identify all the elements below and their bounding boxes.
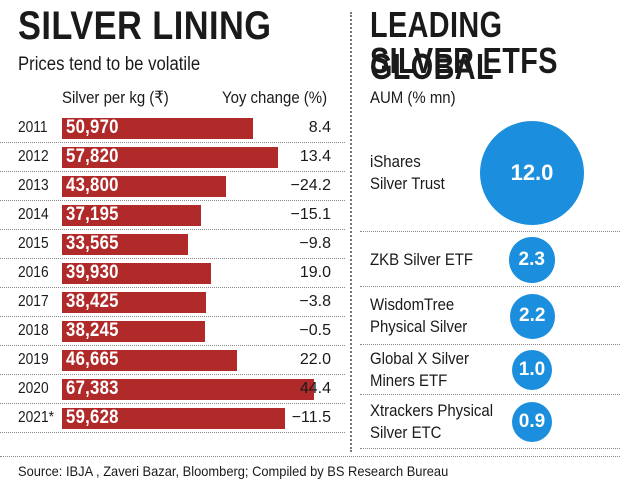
year-label: 2014	[18, 206, 49, 223]
price-bar	[62, 263, 211, 284]
table-row: 2019 46,665 22.0	[0, 346, 345, 375]
silver-price-bar-chart: 2011 50,970 8.4 2012 57,820 13.4 2013 43,800 −24…	[0, 114, 345, 433]
etf-name: WisdomTree Physical Silver	[370, 294, 467, 338]
year-label: 2019	[18, 351, 49, 368]
list-item: Xtrackers Physical Silver ETC 0.9	[360, 395, 620, 449]
price-value-label: 33,565	[66, 233, 119, 254]
year-label: 2016	[18, 264, 49, 281]
price-value-label: 43,800	[66, 175, 119, 196]
year-label: 2017	[18, 293, 49, 310]
left-chart-title: SILVER LINING	[18, 4, 272, 48]
right-chart-title-line2: SILVER ETFS	[370, 40, 558, 81]
yoy-value-label: 22.0	[299, 351, 331, 368]
price-value-label: 50,970	[66, 117, 119, 138]
etf-name-line: ZKB Silver ETF	[370, 250, 474, 269]
price-bar	[62, 379, 314, 400]
yoy-value-label: −11.5	[291, 409, 331, 426]
price-bar	[62, 176, 226, 197]
left-chart-subtitle: Prices tend to be volatile	[18, 54, 201, 75]
table-row: 2021* 59,628 −11.5	[0, 404, 345, 433]
etf-name-line: Silver ETC	[370, 423, 442, 442]
table-row: 2020 67,383 44.4	[0, 375, 345, 404]
etf-bubble-chart: iShares Silver Trust 12.0 ZKB Silver ETF 2.3…	[360, 114, 620, 449]
etf-name: Xtrackers Physical Silver ETC	[370, 400, 493, 444]
price-value-label: 46,665	[66, 349, 119, 370]
table-row: 2016 39,930 19.0	[0, 259, 345, 288]
price-bar	[62, 205, 201, 226]
table-row: 2014 37,195 −15.1	[0, 201, 345, 230]
price-bar	[62, 292, 206, 313]
aum-bubble: 1.0	[512, 350, 552, 390]
yoy-value-label: 13.4	[299, 148, 331, 165]
year-label: 2011	[18, 119, 48, 136]
aum-bubble: 0.9	[512, 402, 552, 442]
table-row: 2011 50,970 8.4	[0, 114, 345, 143]
yoy-value-label: 19.0	[299, 264, 331, 281]
yoy-value-label: 44.4	[299, 380, 331, 397]
yoy-value-label: −0.5	[299, 322, 331, 339]
price-value-label: 67,383	[66, 378, 119, 399]
panel-divider	[350, 12, 352, 452]
right-chart-title-line1: LEADING GLOBAL	[370, 4, 503, 87]
year-label: 2015	[18, 235, 49, 252]
list-item: iShares Silver Trust 12.0	[360, 114, 620, 232]
aum-bubble: 2.3	[509, 237, 555, 283]
aum-bubble: 12.0	[480, 121, 584, 225]
etf-name-line: Miners ETF	[370, 371, 448, 390]
list-item: WisdomTree Physical Silver 2.2	[360, 287, 620, 345]
yoy-value-label: −9.8	[299, 235, 331, 252]
price-value-label: 39,930	[66, 262, 119, 283]
etf-name-line: Silver Trust	[370, 174, 445, 193]
etf-name: ZKB Silver ETF	[370, 249, 473, 271]
etf-name-line: Global X Silver	[370, 349, 469, 368]
year-label: 2020	[18, 380, 49, 397]
table-row: 2018 38,245 −0.5	[0, 317, 345, 346]
price-bar	[62, 408, 285, 429]
aum-column-header: AUM (% mn)	[370, 88, 456, 107]
price-value-label: 57,820	[66, 146, 119, 167]
etf-name-line: WisdomTree	[370, 295, 455, 314]
table-row: 2015 33,565 −9.8	[0, 230, 345, 259]
table-row: 2017 38,425 −3.8	[0, 288, 345, 317]
etf-name-line: Xtrackers Physical	[370, 401, 494, 420]
price-value-label: 37,195	[66, 204, 119, 225]
table-row: 2012 57,820 13.4	[0, 143, 345, 172]
year-label: 2012	[18, 148, 49, 165]
source-note: Source: IBJA , Zaveri Bazar, Bloomberg; …	[18, 463, 449, 479]
price-value-label: 38,245	[66, 320, 119, 341]
etf-name-line: Physical Silver	[370, 317, 468, 336]
yoy-value-label: −24.2	[290, 177, 331, 194]
yoy-value-label: −3.8	[299, 293, 331, 310]
year-label: 2021*	[18, 409, 54, 426]
year-label: 2013	[18, 177, 49, 194]
price-value-label: 38,425	[66, 291, 119, 312]
price-bar	[62, 350, 237, 371]
list-item: Global X Silver Miners ETF 1.0	[360, 345, 620, 395]
price-bar	[62, 147, 278, 168]
yoy-change-column-header: Yoy change (%)	[222, 88, 328, 107]
yoy-value-label: −15.1	[290, 206, 331, 223]
table-row: 2013 43,800 −24.2	[0, 172, 345, 201]
list-item: ZKB Silver ETF 2.3	[360, 232, 620, 287]
price-bar	[62, 118, 253, 139]
footer-divider	[0, 456, 620, 457]
yoy-value-label: 8.4	[308, 119, 331, 136]
etf-name: Global X Silver Miners ETF	[370, 348, 469, 392]
silver-price-column-header: Silver per kg (₹)	[62, 88, 169, 107]
price-value-label: 59,628	[66, 407, 119, 428]
price-bar	[62, 234, 188, 255]
year-label: 2018	[18, 322, 49, 339]
etf-name-line: iShares	[370, 152, 421, 171]
aum-bubble: 2.2	[510, 294, 555, 339]
price-bar	[62, 321, 205, 342]
etf-name: iShares Silver Trust	[370, 151, 445, 195]
